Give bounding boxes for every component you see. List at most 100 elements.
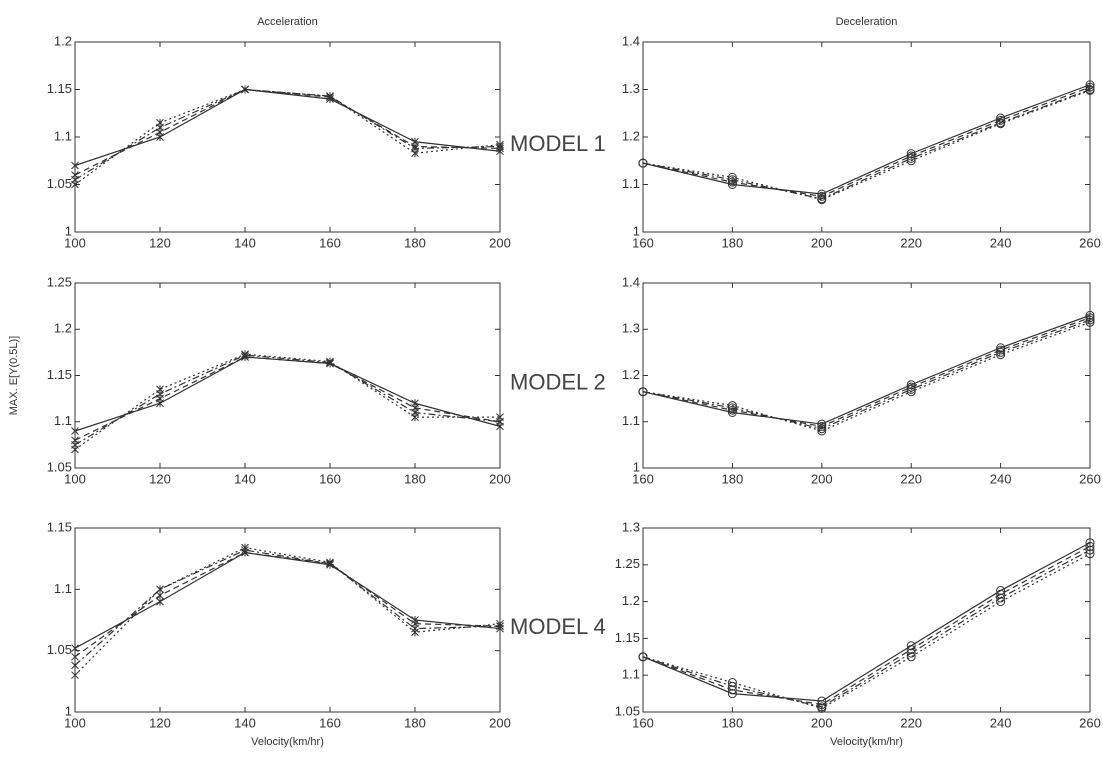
x-tick-label: 180 — [404, 715, 426, 730]
series-line — [74, 551, 501, 658]
model-annotation: MODEL 2 — [510, 369, 606, 394]
series-line — [642, 553, 1091, 709]
series-line — [74, 551, 501, 649]
marker — [156, 385, 164, 394]
model-annotation: MODEL 4 — [510, 614, 606, 639]
series-line — [642, 319, 1091, 430]
y-axis-label: MAX. E[Y(0.5L)] — [8, 336, 20, 415]
series-line — [642, 314, 1091, 425]
x-tick-label: 260 — [1079, 715, 1101, 730]
marker — [1085, 310, 1095, 320]
x-tick-label: 180 — [722, 235, 744, 250]
plot-frame — [642, 527, 1091, 713]
x-tick-label: 240 — [990, 235, 1012, 250]
y-tick-label: 1.1 — [54, 581, 72, 596]
marker — [496, 619, 504, 628]
marker — [1085, 317, 1095, 327]
y-tick-label: 1.2 — [54, 33, 72, 48]
marker — [817, 703, 827, 713]
marker — [71, 161, 79, 170]
marker — [906, 652, 916, 662]
x-tick-label: 100 — [64, 715, 86, 730]
marker — [727, 180, 737, 189]
y-tick-label: 1.3 — [622, 519, 640, 534]
x-tick-label: 140 — [234, 715, 256, 730]
x-tick-label: 140 — [234, 471, 256, 486]
marker — [727, 678, 737, 688]
marker — [906, 153, 916, 163]
series-line — [642, 86, 1091, 197]
marker — [1085, 538, 1095, 548]
x-tick-label: 200 — [811, 235, 833, 250]
marker — [906, 387, 916, 397]
marker — [71, 671, 79, 680]
marker — [241, 350, 249, 359]
y-tick-label: 1.25 — [47, 274, 72, 289]
series-line — [642, 321, 1091, 432]
series-line — [642, 88, 1091, 200]
x-tick-label: 120 — [149, 715, 171, 730]
marker — [906, 149, 916, 159]
x-axis-label: Velocity(km/hr) — [830, 736, 903, 748]
marker — [638, 652, 648, 662]
series-line — [642, 545, 1091, 706]
plot-frame — [642, 282, 1091, 469]
marker — [71, 445, 79, 454]
marker — [156, 118, 164, 127]
y-tick-label: 1.3 — [622, 321, 640, 336]
x-tick-label: 200 — [489, 715, 511, 730]
x-tick-label: 180 — [722, 471, 744, 486]
y-tick-label: 1.4 — [622, 33, 640, 48]
marker — [996, 115, 1006, 125]
x-tick-label: 160 — [319, 471, 341, 486]
marker — [638, 387, 648, 397]
x-tick-label: 120 — [149, 471, 171, 486]
x-tick-label: 160 — [632, 235, 654, 250]
model-annotation: MODEL 1 — [510, 131, 606, 156]
marker — [71, 180, 79, 189]
x-tick-label: 120 — [149, 235, 171, 250]
x-tick-label: 220 — [900, 235, 922, 250]
series-line — [74, 353, 500, 450]
y-tick-label: 1.1 — [622, 176, 640, 191]
marker — [727, 401, 737, 411]
marker — [71, 644, 79, 653]
x-tick-label: 200 — [489, 471, 511, 486]
marker — [71, 661, 79, 670]
marker — [906, 151, 916, 161]
y-tick-label: 1 — [65, 703, 72, 718]
marker — [727, 403, 737, 413]
marker — [496, 140, 504, 149]
y-tick-label: 1.4 — [622, 274, 640, 289]
y-tick-label: 1 — [65, 223, 72, 238]
marker — [906, 384, 916, 394]
marker — [1085, 315, 1095, 325]
x-tick-label: 180 — [404, 471, 426, 486]
marker — [727, 681, 737, 691]
marker — [906, 156, 916, 166]
marker — [817, 426, 827, 436]
y-tick-label: 1 — [633, 459, 640, 474]
marker — [817, 189, 827, 199]
marker — [411, 413, 419, 422]
x-tick-label: 260 — [1079, 471, 1101, 486]
marker — [496, 413, 504, 422]
marker — [817, 424, 827, 434]
x-tick-label: 220 — [900, 471, 922, 486]
y-tick-label: 1.05 — [47, 176, 72, 191]
marker — [727, 175, 737, 185]
plot-frame — [642, 41, 1091, 233]
x-tick-label: 140 — [234, 235, 256, 250]
y-tick-label: 1.05 — [615, 703, 640, 718]
series-line — [642, 317, 1091, 427]
y-tick-label: 1.2 — [622, 128, 640, 143]
y-tick-label: 1.25 — [615, 556, 640, 571]
marker — [1085, 80, 1095, 90]
series-line — [642, 89, 1091, 201]
x-tick-label: 160 — [319, 715, 341, 730]
x-tick-label: 160 — [319, 235, 341, 250]
marker — [996, 347, 1006, 357]
marker — [156, 585, 164, 594]
marker — [1085, 82, 1095, 92]
x-tick-label: 200 — [811, 471, 833, 486]
